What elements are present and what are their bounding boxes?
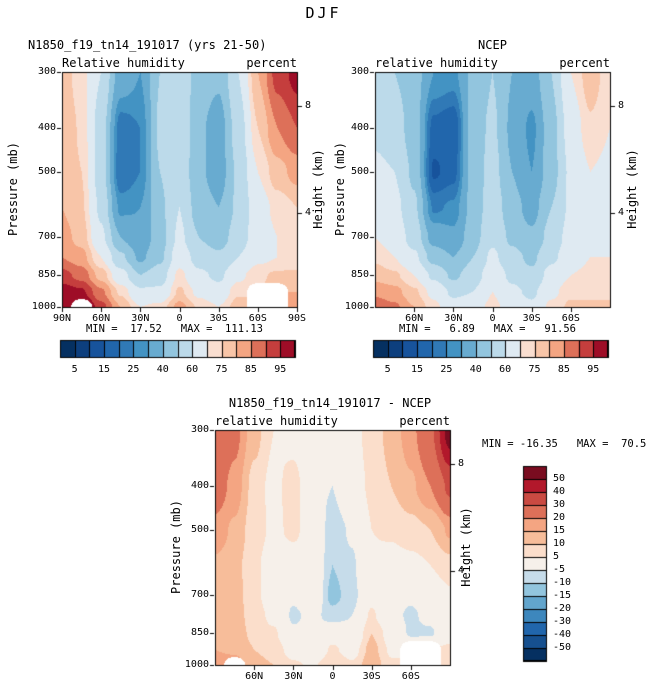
tick-label: 300 — [37, 66, 56, 77]
figure-title: DJF — [305, 4, 342, 22]
tick-label: 850 — [350, 269, 369, 281]
colorbar-model — [59, 339, 297, 359]
tick-label: 60 — [186, 364, 199, 375]
tick-label: 400 — [350, 122, 369, 134]
tick-label: 15 — [98, 364, 111, 375]
tick-label: 8 — [305, 99, 312, 111]
tick-label: 30N — [284, 671, 303, 682]
tick-label: 1000 — [31, 301, 56, 312]
tick-label: 10 — [553, 538, 566, 549]
tick-label: 25 — [440, 364, 453, 375]
tick-label: 400 — [190, 480, 209, 492]
tick-label: 4 — [618, 206, 625, 218]
colorbar-ncep — [372, 339, 610, 359]
contour-plot-ncep — [369, 66, 616, 313]
tick-label: 40 — [553, 486, 566, 497]
panel-diff-minmax: MIN = -16.35 MAX = 70.52 — [482, 438, 647, 450]
tick-label: 60 — [499, 364, 512, 375]
tick-label: 500 — [190, 523, 209, 535]
panel-ncep-title: NCEP — [478, 38, 507, 52]
panel-model-height-axis-label: Height (km) — [311, 149, 325, 229]
tick-label: 1000 — [344, 301, 369, 312]
tick-label: 500 — [37, 165, 56, 177]
tick-label: 40 — [469, 364, 482, 375]
tick-label: -50 — [553, 642, 572, 653]
panel-model-title: N1850_f19_tn14_191017 (yrs 21-50) — [28, 38, 267, 52]
tick-label: 85 — [557, 364, 570, 375]
tick-label: 850 — [37, 269, 56, 281]
tick-label: -15 — [553, 590, 572, 601]
tick-label: 60S — [561, 313, 580, 324]
tick-label: 700 — [190, 589, 209, 601]
tick-label: -40 — [553, 629, 572, 640]
tick-label: 300 — [190, 424, 209, 435]
tick-label: 25 — [127, 364, 140, 375]
tick-label: 30S — [362, 671, 381, 682]
tick-label: 4 — [305, 206, 312, 218]
tick-label: 75 — [528, 364, 541, 375]
tick-label: 20 — [553, 512, 566, 523]
tick-label: 1000 — [184, 659, 209, 670]
tick-label: 95 — [274, 364, 287, 375]
tick-label: 400 — [37, 122, 56, 134]
tick-label: 30N — [131, 313, 150, 324]
panel-ncep-minmax: MIN = 6.89 MAX = 91.56 — [398, 323, 576, 335]
tick-label: 30 — [553, 499, 566, 510]
tick-label: 90N — [52, 313, 72, 324]
tick-label: 8 — [618, 99, 625, 111]
tick-label: 85 — [244, 364, 257, 375]
tick-label: -30 — [553, 616, 572, 627]
panel-diff-height-axis-label: Height (km) — [459, 507, 473, 587]
panel-ncep-height-axis-label: Height (km) — [625, 149, 639, 229]
tick-label: 30S — [522, 313, 541, 324]
tick-label: 60S — [401, 671, 420, 682]
tick-label: 500 — [350, 165, 369, 177]
tick-label: 0 — [176, 313, 183, 324]
tick-label: -20 — [553, 603, 572, 614]
tick-label: -10 — [553, 577, 572, 588]
tick-label: 95 — [587, 364, 600, 375]
tick-label: 60N — [405, 313, 424, 324]
tick-label: 60N — [245, 671, 264, 682]
contour-plot-difference — [209, 424, 456, 671]
panel-model-minmax: MIN = 17.52 MAX = 111.13 — [85, 323, 263, 335]
tick-label: 30N — [444, 313, 463, 324]
tick-label: 60N — [92, 313, 111, 324]
colorbar-difference — [522, 465, 548, 663]
tick-label: 40 — [156, 364, 169, 375]
tick-label: 700 — [350, 231, 369, 243]
tick-label: 700 — [37, 231, 56, 243]
tick-label: 60S — [248, 313, 267, 324]
contour-plot-model — [56, 66, 303, 313]
tick-label: 5 — [384, 364, 391, 375]
tick-label: 30S — [209, 313, 228, 324]
tick-label: 0 — [329, 671, 336, 682]
tick-label: 90S — [287, 313, 307, 324]
tick-label: -5 — [553, 564, 566, 575]
tick-label: 75 — [215, 364, 228, 375]
tick-label: 850 — [190, 627, 209, 639]
tick-label: 0 — [489, 313, 496, 324]
tick-label: 8 — [458, 457, 465, 469]
tick-label: 15 — [553, 525, 566, 536]
tick-label: 50 — [553, 473, 566, 484]
tick-label: 5 — [71, 364, 78, 375]
panel-diff-title: N1850_f19_tn14_191017 - NCEP — [228, 396, 432, 410]
tick-label: 15 — [411, 364, 424, 375]
tick-label: 4 — [458, 564, 465, 576]
tick-label: 300 — [350, 66, 369, 77]
tick-label: 5 — [553, 551, 560, 562]
